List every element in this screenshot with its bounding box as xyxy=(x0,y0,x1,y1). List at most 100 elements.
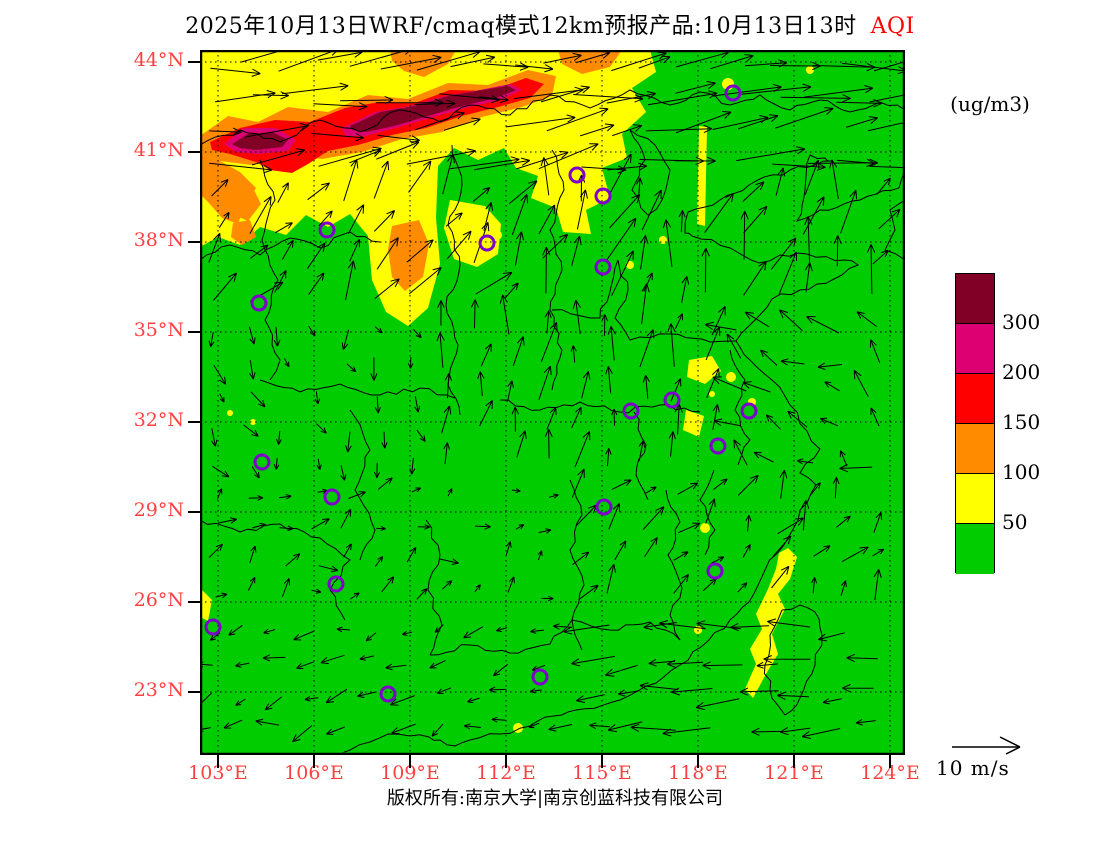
wind-vector xyxy=(574,430,591,468)
wind-vector xyxy=(648,658,676,667)
city-marker xyxy=(478,234,496,252)
wind-vector xyxy=(873,61,905,72)
wind-vector xyxy=(431,723,444,737)
wind-vector xyxy=(279,525,294,532)
wind-scale-arrow xyxy=(952,736,1021,755)
wind-vector xyxy=(343,159,359,202)
wind-scale-label: 10 m/s xyxy=(936,756,1010,780)
wind-vector xyxy=(743,205,768,234)
wind-vector xyxy=(443,442,451,464)
wind-vector xyxy=(742,381,771,393)
province-border xyxy=(259,159,281,381)
map-plot xyxy=(200,50,905,755)
wind-vector xyxy=(611,479,632,490)
aqi-spot xyxy=(709,391,715,397)
wind-vector xyxy=(414,111,465,131)
wind-vector xyxy=(436,687,452,694)
title-aqi-tag: AQI xyxy=(870,14,915,39)
wind-vector xyxy=(571,406,582,429)
wind-vector xyxy=(235,661,250,668)
wind-vector xyxy=(677,482,699,495)
lat-tick-mark xyxy=(188,601,201,603)
wind-vector xyxy=(373,210,396,232)
wind-vector xyxy=(411,487,422,493)
wind-vector xyxy=(644,537,658,557)
wind-vector xyxy=(474,584,481,593)
wind-vector xyxy=(538,528,552,534)
wind-vector xyxy=(872,249,889,265)
wind-vector xyxy=(675,81,716,94)
city-marker xyxy=(706,562,724,580)
wind-vector xyxy=(579,123,615,137)
wind-vector xyxy=(249,360,256,380)
wind-vector xyxy=(308,272,325,295)
colorbar-cell xyxy=(956,524,994,574)
wind-vector xyxy=(548,724,573,732)
lat-tick-mark xyxy=(188,331,201,333)
wind-vector xyxy=(839,450,848,467)
wind-vector xyxy=(730,622,770,632)
wind-vector xyxy=(377,477,393,490)
wind-vector xyxy=(450,54,496,68)
wind-vector xyxy=(713,478,728,490)
wind-vector xyxy=(348,491,366,499)
wind-vector xyxy=(441,405,452,434)
wind-vector xyxy=(836,158,876,167)
wind-vector xyxy=(836,515,851,528)
wind-vector xyxy=(866,244,876,294)
city-marker xyxy=(253,453,271,471)
wind-vector xyxy=(311,132,365,142)
lat-tick-label: 38°N xyxy=(133,229,184,251)
wind-vector xyxy=(640,235,649,270)
aqi-spot xyxy=(806,66,814,74)
lon-tick-mark xyxy=(697,755,699,768)
wind-vector xyxy=(515,524,525,530)
wind-vector xyxy=(274,270,287,293)
city-marker xyxy=(622,402,640,420)
wind-vector xyxy=(571,655,615,667)
wind-vector xyxy=(512,336,525,367)
province-border xyxy=(551,259,619,319)
wind-vector xyxy=(478,95,509,104)
wind-vector xyxy=(742,544,751,558)
lon-tick-mark xyxy=(793,755,795,768)
wind-vector xyxy=(713,418,741,427)
wind-vector xyxy=(678,522,701,534)
wind-vector xyxy=(406,239,434,263)
wind-vector xyxy=(614,540,627,560)
wind-vector xyxy=(553,623,573,630)
wind-vector xyxy=(380,54,442,70)
colorbar xyxy=(955,273,995,574)
wind-vector xyxy=(770,237,797,270)
wind-vector xyxy=(282,578,291,597)
province-border xyxy=(884,199,905,261)
aqi-spot xyxy=(492,230,502,240)
wind-vector xyxy=(607,326,616,361)
wind-vector xyxy=(639,682,679,691)
wind-vector xyxy=(437,300,445,326)
province-border xyxy=(729,349,751,466)
wind-vector xyxy=(741,83,812,95)
wind-vector xyxy=(340,508,352,529)
city-marker xyxy=(724,84,742,102)
wind-vector xyxy=(666,659,704,668)
aqi-region-50-100 xyxy=(697,126,707,226)
wind-vector xyxy=(775,167,786,196)
aqi-spot xyxy=(700,523,710,533)
lon-tick-mark xyxy=(313,755,315,768)
aqi-region-50-100 xyxy=(683,410,704,437)
wind-vector xyxy=(479,400,493,427)
wind-vector xyxy=(576,694,605,703)
wind-vector xyxy=(840,189,858,234)
wind-vector xyxy=(811,577,818,594)
wind-vector xyxy=(516,430,527,458)
wind-vector xyxy=(812,62,876,72)
wind-vector xyxy=(645,486,657,494)
wind-vector xyxy=(778,251,798,295)
lat-tick-mark xyxy=(188,241,201,243)
wind-vector xyxy=(463,626,484,639)
wind-vector xyxy=(674,156,716,166)
wind-vector xyxy=(370,357,378,381)
wind-vector xyxy=(376,141,420,160)
wind-vector xyxy=(376,237,399,270)
